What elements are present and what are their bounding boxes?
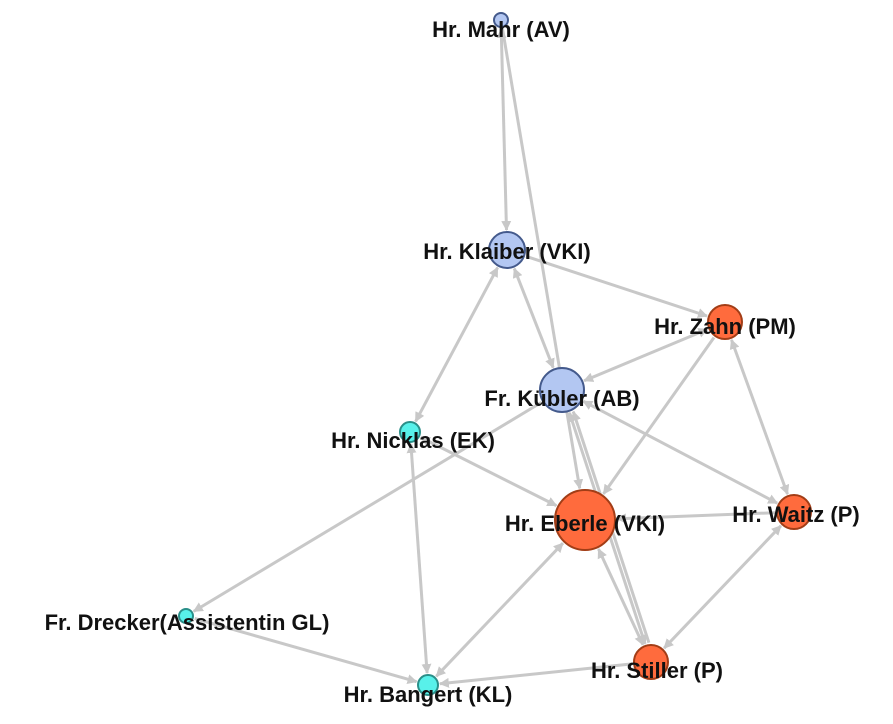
node-label-nicklas[interactable]: Hr. Nicklas (EK) (331, 428, 495, 453)
edge-mahr-klaiber (496, 28, 512, 231)
edge-eberle-bangert (435, 542, 564, 678)
edge-stiller-bangert (438, 662, 633, 688)
node-stiller[interactable] (633, 644, 669, 680)
edge-waitz-eberle (616, 511, 776, 524)
node-label-bangert[interactable]: Hr. Bangert (KL) (344, 682, 513, 707)
node-label-drecker[interactable]: Fr. Drecker(Assistentin GL) (45, 610, 330, 635)
node-klaiber[interactable] (488, 231, 526, 269)
edge-klaiber-kubler (512, 267, 555, 369)
node-label-stiller[interactable]: Hr. Stiller (P) (591, 658, 723, 683)
edge-eberle-stiller (597, 548, 645, 646)
node-nicklas[interactable] (399, 421, 421, 443)
edge-zahn-eberle (602, 336, 716, 495)
node-mahr[interactable] (493, 12, 509, 28)
node-label-klaiber[interactable]: Hr. Klaiber (VKI) (423, 239, 590, 264)
node-waitz[interactable] (776, 494, 812, 530)
node-label-eberle[interactable]: Hr. Eberle (VKI) (505, 511, 665, 536)
edge-nicklas-bangert (406, 443, 432, 674)
edge-waitz-stiller (663, 524, 782, 650)
nodes-layer (178, 12, 812, 696)
node-drecker[interactable] (178, 608, 194, 624)
node-bangert[interactable] (417, 674, 439, 696)
node-label-mahr[interactable]: Hr. Mahr (AV) (432, 17, 570, 42)
edge-zahn-waitz (729, 338, 790, 496)
node-label-zahn[interactable]: Hr. Zahn (PM) (654, 314, 796, 339)
edge-nicklas-eberle (419, 436, 558, 507)
edge-kubler-waitz (582, 399, 779, 505)
edge-klaiber-nicklas (414, 266, 499, 423)
edge-klaiber-zahn (525, 254, 708, 318)
node-eberle[interactable] (554, 489, 616, 551)
edge-drecker-bangert (194, 617, 418, 685)
node-kubler[interactable] (539, 367, 585, 413)
edge-zahn-kubler (583, 327, 709, 383)
node-label-kubler[interactable]: Fr. Kübler (AB) (484, 386, 639, 411)
labels-layer: Hr. Mahr (AV) Hr. Klaiber (VKI) Hr. Zahn (… (45, 17, 860, 707)
node-zahn[interactable] (707, 304, 743, 340)
edges-layer (192, 28, 790, 688)
node-label-waitz[interactable]: Hr. Waitz (P) (732, 502, 860, 527)
